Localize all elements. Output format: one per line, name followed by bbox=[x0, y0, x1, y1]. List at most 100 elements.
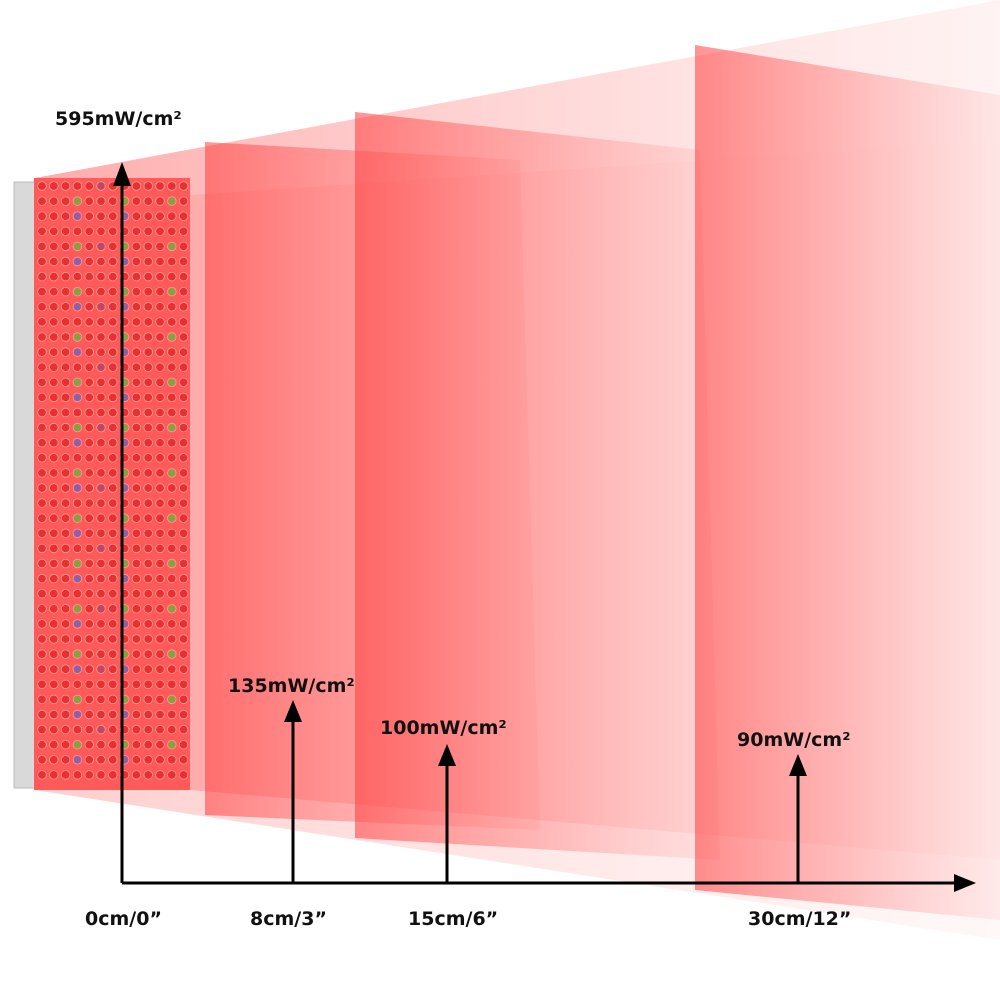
led bbox=[60, 709, 71, 720]
led bbox=[49, 573, 59, 584]
led bbox=[178, 392, 189, 403]
led bbox=[37, 332, 47, 342]
led bbox=[143, 634, 153, 644]
led bbox=[49, 649, 59, 659]
led bbox=[108, 483, 118, 493]
led bbox=[155, 724, 165, 735]
led bbox=[143, 770, 153, 780]
led bbox=[143, 438, 153, 448]
led bbox=[178, 649, 189, 659]
led bbox=[108, 422, 118, 433]
led bbox=[167, 755, 177, 765]
led bbox=[84, 498, 94, 508]
led bbox=[72, 226, 83, 237]
led bbox=[131, 558, 142, 569]
led bbox=[178, 256, 189, 267]
led bbox=[143, 226, 153, 237]
led bbox=[96, 709, 106, 720]
led bbox=[72, 513, 83, 523]
led bbox=[37, 468, 47, 478]
led bbox=[60, 468, 71, 478]
led bbox=[60, 407, 71, 418]
led bbox=[143, 573, 153, 584]
led bbox=[84, 377, 94, 388]
led bbox=[108, 241, 118, 252]
led bbox=[96, 528, 106, 539]
led bbox=[72, 377, 83, 388]
led bbox=[84, 634, 94, 644]
led bbox=[131, 498, 142, 508]
led bbox=[96, 196, 106, 206]
led bbox=[178, 347, 189, 357]
led bbox=[84, 513, 94, 523]
led bbox=[155, 740, 165, 750]
led bbox=[60, 256, 71, 267]
led bbox=[167, 347, 177, 357]
led bbox=[131, 543, 142, 554]
distance-label: 15cm/6” bbox=[408, 908, 498, 930]
led bbox=[178, 226, 189, 237]
irradiance-label: 90mW/cm² bbox=[737, 729, 851, 751]
led bbox=[131, 755, 142, 765]
led bbox=[72, 558, 83, 569]
led bbox=[155, 392, 165, 403]
led bbox=[131, 619, 142, 629]
led bbox=[60, 422, 71, 433]
led bbox=[155, 302, 165, 312]
led bbox=[84, 604, 94, 614]
irradiance-label: 595mW/cm² bbox=[55, 108, 182, 130]
led bbox=[72, 634, 83, 644]
led bbox=[131, 377, 142, 388]
led bbox=[131, 347, 142, 357]
led bbox=[167, 664, 177, 674]
led bbox=[167, 694, 177, 705]
led bbox=[49, 634, 59, 644]
led bbox=[155, 498, 165, 508]
led bbox=[155, 422, 165, 433]
led bbox=[131, 226, 142, 237]
led bbox=[167, 271, 177, 282]
led bbox=[96, 694, 106, 705]
panel-side bbox=[13, 181, 37, 789]
led bbox=[60, 558, 71, 569]
led bbox=[167, 604, 177, 614]
led bbox=[131, 664, 142, 674]
led bbox=[37, 453, 47, 463]
led bbox=[84, 287, 94, 297]
led bbox=[60, 543, 71, 554]
led bbox=[155, 634, 165, 644]
led bbox=[131, 241, 142, 252]
led bbox=[131, 256, 142, 267]
led bbox=[131, 694, 142, 705]
led bbox=[49, 422, 59, 433]
led bbox=[167, 407, 177, 418]
led bbox=[49, 755, 59, 765]
led bbox=[178, 317, 189, 327]
led bbox=[84, 543, 94, 554]
led bbox=[49, 619, 59, 629]
led bbox=[131, 740, 142, 750]
led bbox=[167, 483, 177, 493]
led bbox=[155, 649, 165, 659]
arrow-heads bbox=[113, 162, 976, 892]
led bbox=[96, 649, 106, 659]
led bbox=[37, 604, 47, 614]
led bbox=[96, 558, 106, 569]
led bbox=[60, 649, 71, 659]
led bbox=[84, 619, 94, 629]
led bbox=[167, 573, 177, 584]
led bbox=[37, 649, 47, 659]
led bbox=[108, 724, 118, 735]
led bbox=[49, 543, 59, 554]
led bbox=[131, 302, 142, 312]
led bbox=[143, 664, 153, 674]
led bbox=[96, 589, 106, 599]
led bbox=[143, 241, 153, 252]
led bbox=[49, 498, 59, 508]
led bbox=[178, 770, 189, 780]
led bbox=[60, 740, 71, 750]
led bbox=[49, 724, 59, 735]
led bbox=[143, 287, 153, 297]
led bbox=[72, 604, 83, 614]
led bbox=[37, 513, 47, 523]
